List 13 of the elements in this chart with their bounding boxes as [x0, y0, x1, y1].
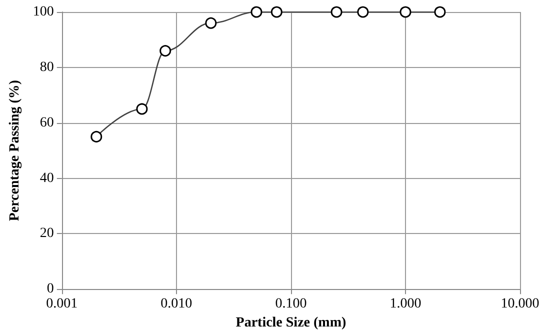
x-tick-label: 10.000 [500, 296, 540, 312]
x-axis-title: Particle Size (mm) [236, 316, 346, 330]
x-tick-label: 0.100 [275, 296, 307, 312]
y-axis-title: Percentage Passing (%) [8, 80, 22, 222]
y-tick-label: 80 [40, 60, 54, 75]
x-tick-label: 0.010 [160, 296, 192, 312]
x-tick-label: 1.000 [390, 296, 422, 312]
y-tick-label: 60 [40, 115, 54, 130]
y-tick-label: 100 [32, 4, 54, 20]
y-tick-label: 20 [40, 226, 54, 242]
x-tick-label: 0.001 [46, 296, 78, 312]
y-tick-label: 40 [40, 170, 54, 186]
y-tick-label: 0 [46, 282, 54, 297]
